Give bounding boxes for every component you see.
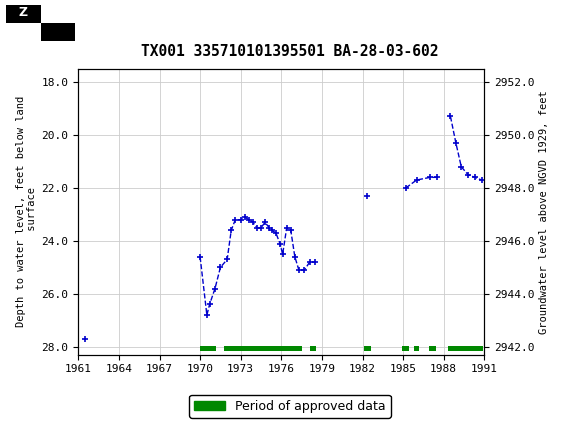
Bar — [224, 346, 302, 350]
Y-axis label: Depth to water level, feet below land
 surface: Depth to water level, feet below land su… — [16, 96, 38, 327]
Text: Z: Z — [19, 6, 28, 19]
Legend: Period of approved data: Period of approved data — [189, 395, 391, 418]
Bar — [310, 346, 317, 350]
Bar — [364, 346, 371, 350]
Bar — [402, 346, 408, 350]
Bar — [41, 22, 75, 41]
Y-axis label: Groundwater level above NGVD 1929, feet: Groundwater level above NGVD 1929, feet — [539, 90, 549, 334]
Bar — [448, 346, 483, 350]
Text: USGS: USGS — [93, 15, 129, 30]
Bar — [429, 346, 436, 350]
Text: TX001 335710101395501 BA-28-03-602: TX001 335710101395501 BA-28-03-602 — [142, 44, 438, 59]
Bar — [414, 346, 419, 350]
Bar — [6, 4, 41, 22]
Bar — [6, 4, 75, 41]
Bar — [200, 346, 216, 350]
